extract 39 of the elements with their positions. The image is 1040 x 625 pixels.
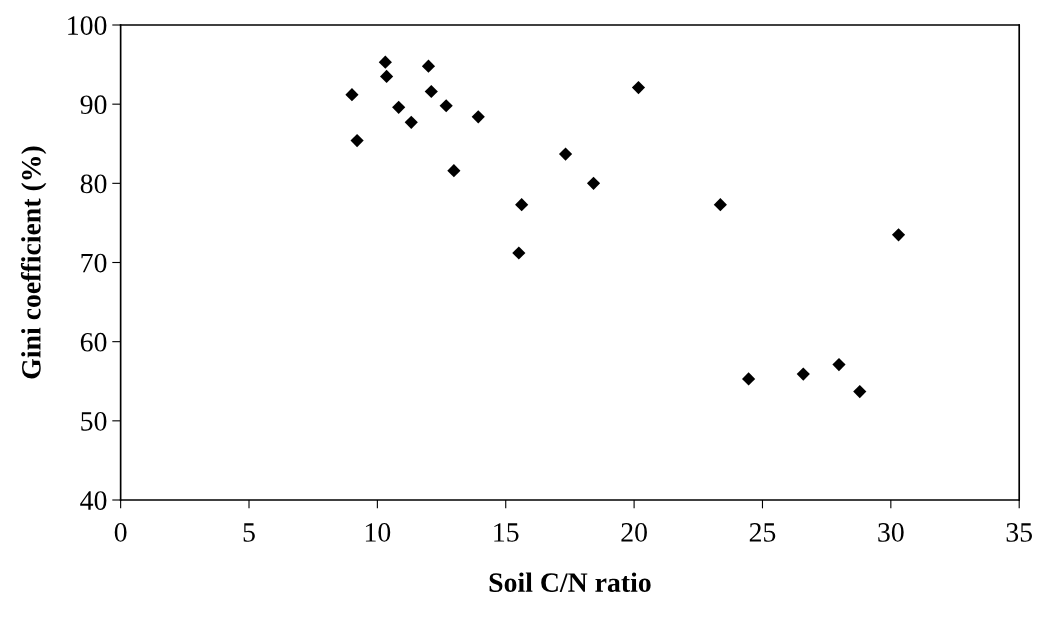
point: [832, 358, 846, 372]
x-tick-label: 15: [494, 523, 519, 542]
y-tick-label: 40: [80, 491, 107, 510]
y-tick-label: 50: [81, 412, 107, 431]
point: [392, 100, 406, 114]
point: [350, 134, 364, 148]
y-axis-title: Gini coefficient (%): [20, 146, 47, 379]
x-tick-label: 35: [1006, 523, 1032, 542]
point: [891, 228, 906, 242]
point: [853, 384, 867, 399]
point: [471, 110, 485, 124]
x-tick-label: 25: [749, 523, 776, 542]
point: [558, 147, 573, 161]
point: [586, 176, 601, 190]
point: [447, 164, 461, 178]
y-tick-label: 70: [81, 253, 107, 273]
point: [631, 80, 646, 95]
point: [345, 88, 359, 102]
x-tick-label: 10: [365, 523, 391, 542]
x-tick-label: 20: [621, 523, 647, 542]
point: [796, 367, 810, 381]
point: [378, 55, 392, 69]
y-tick-label: 80: [80, 174, 107, 194]
x-axis-title: Soil C/N ratio: [489, 572, 651, 592]
point: [512, 246, 526, 260]
y-tick-label: 90: [80, 95, 107, 115]
y-tick-label: 100: [68, 16, 107, 35]
point: [404, 115, 418, 129]
point: [439, 99, 453, 113]
point: [713, 198, 727, 212]
x-tick-label: 0: [114, 523, 127, 542]
point: [421, 59, 436, 73]
point: [424, 84, 438, 99]
point: [742, 372, 756, 386]
point: [380, 69, 394, 84]
x-tick-label: 5: [243, 523, 255, 542]
point: [515, 198, 529, 212]
y-tick-label: 60: [80, 332, 107, 352]
x-tick-label: 30: [878, 523, 904, 542]
